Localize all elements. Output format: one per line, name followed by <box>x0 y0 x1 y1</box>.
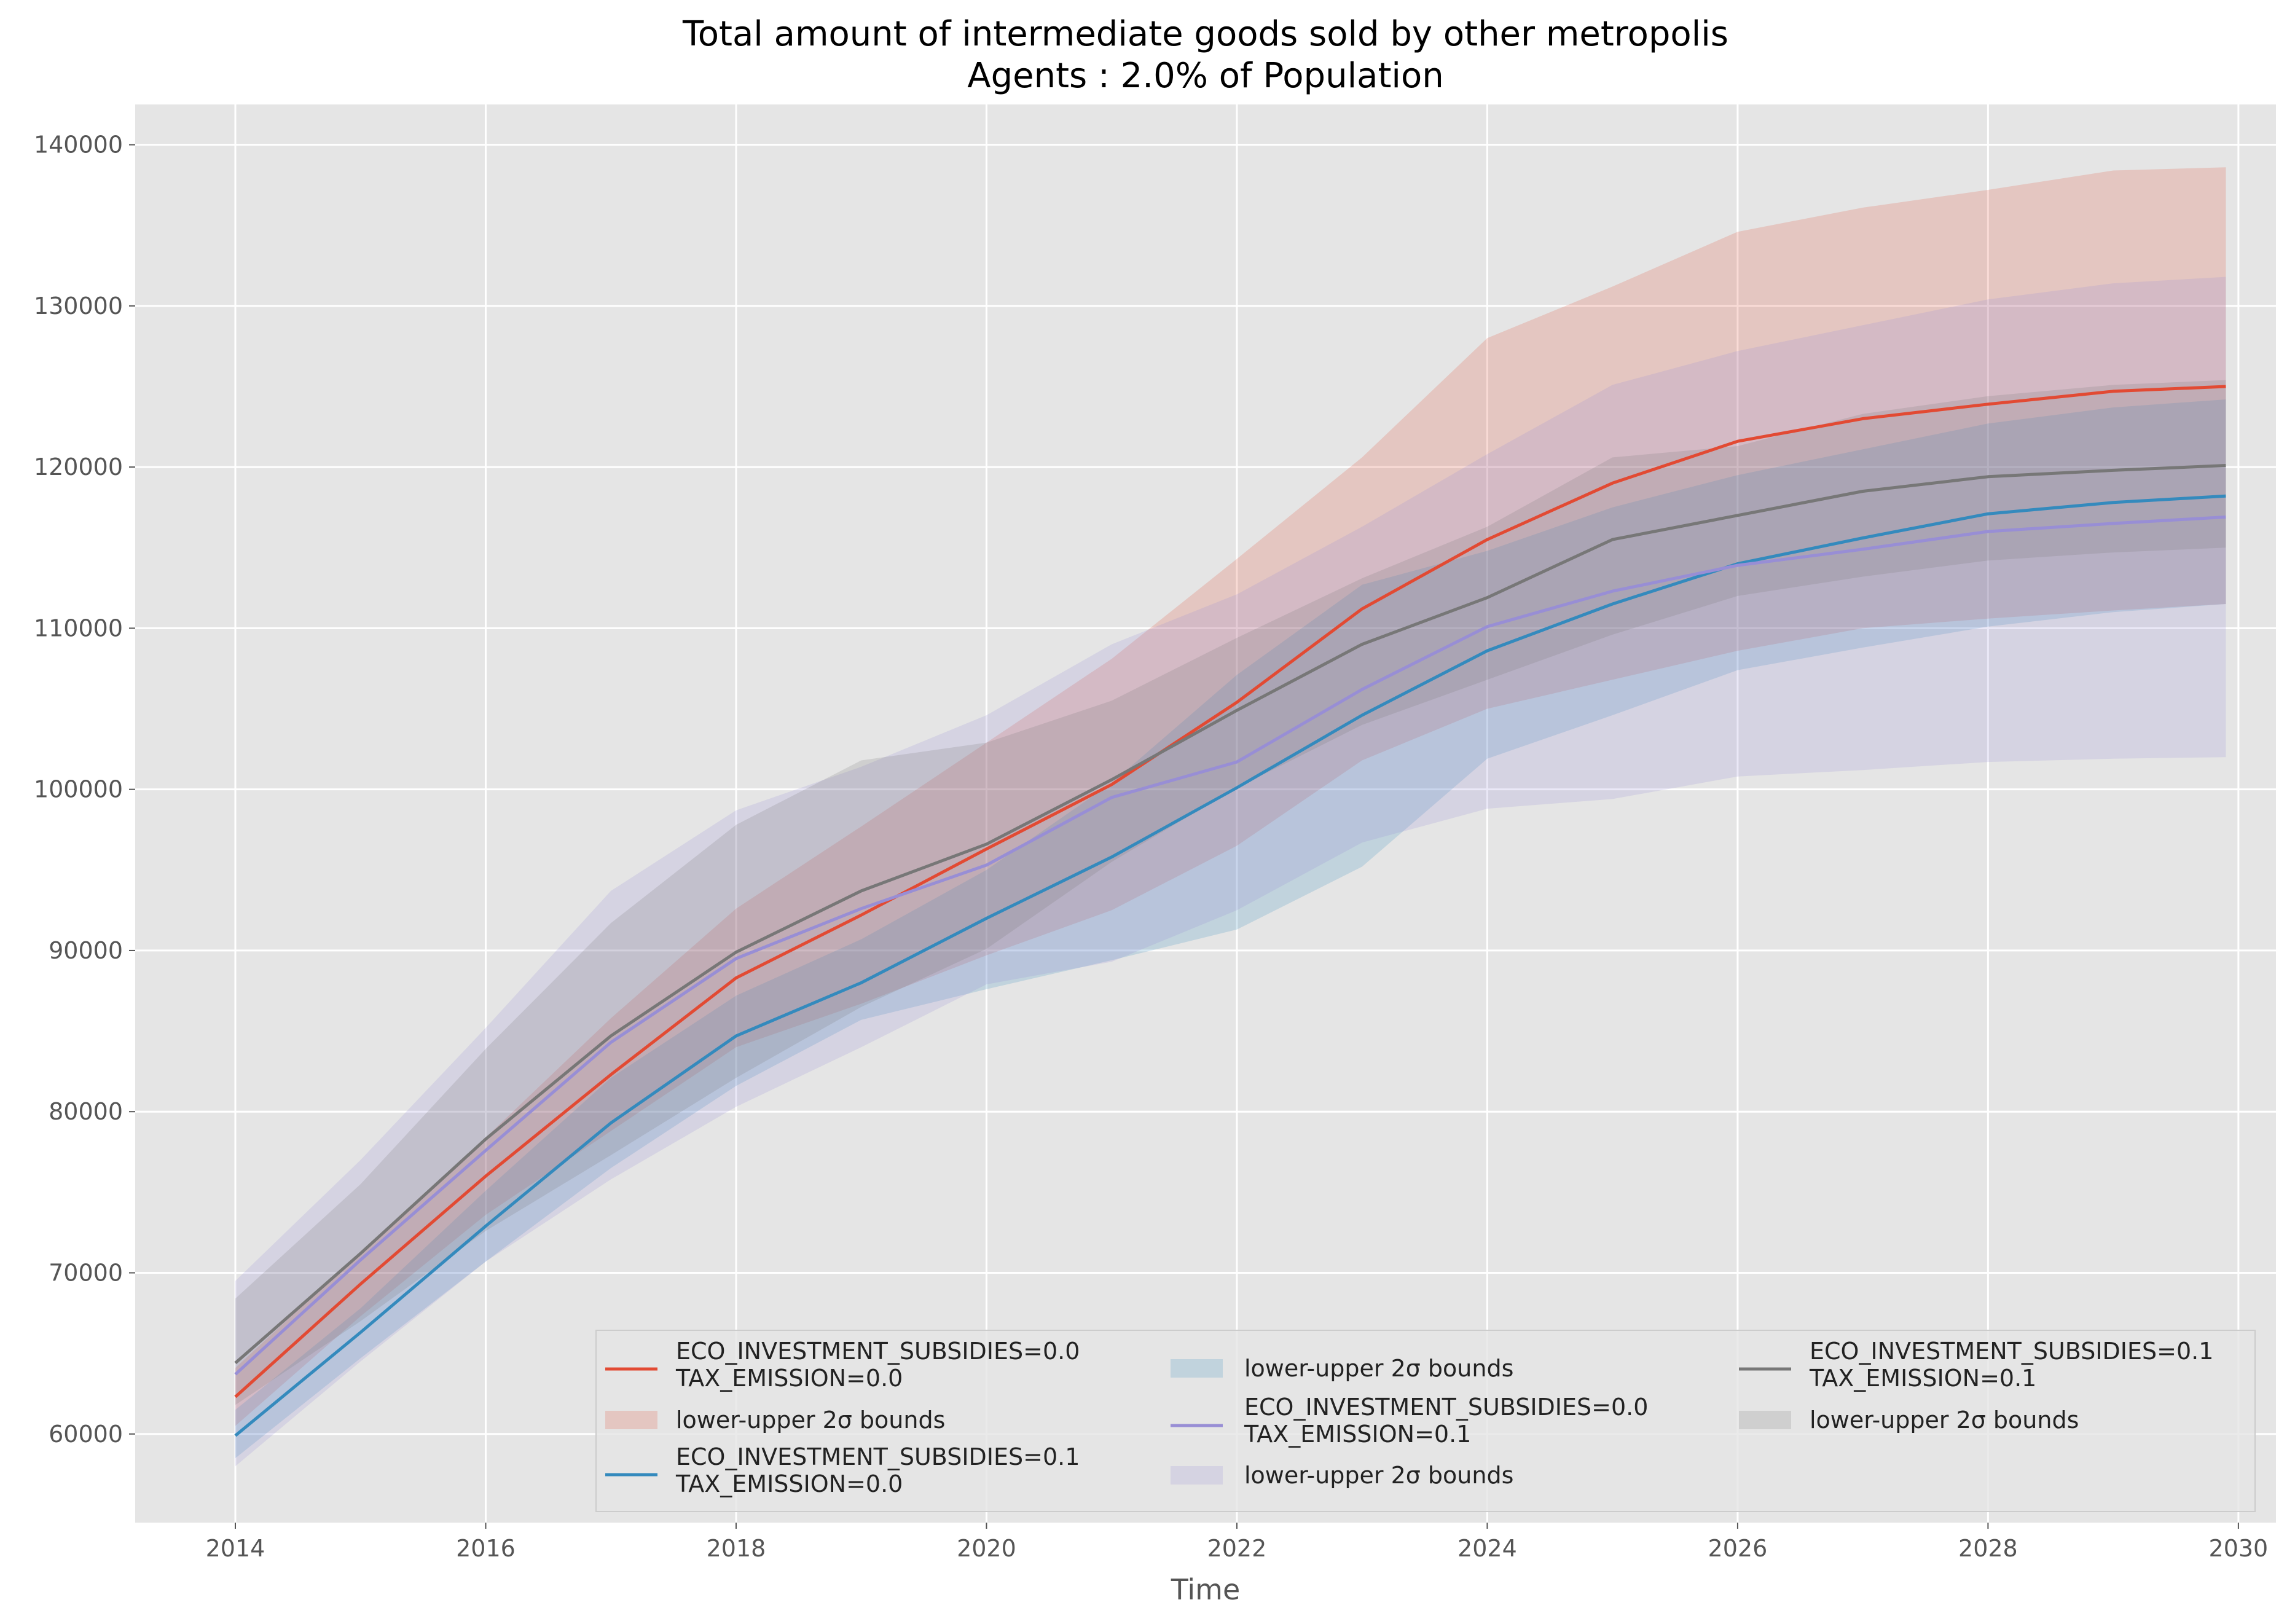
chart-subtitle: Agents : 2.0% of Population <box>967 56 1443 96</box>
chart-title: Total amount of intermediate goods sold … <box>682 14 1728 54</box>
line-series-3 <box>234 464 2226 1365</box>
x-tick-label: 2014 <box>206 1535 265 1562</box>
legend-band-label-2: lower-upper 2σ bounds <box>1244 1462 1513 1489</box>
legend-band-2 <box>1171 1466 1223 1485</box>
legend-band-3 <box>1739 1411 1791 1429</box>
x-tick-label: 2026 <box>1708 1535 1768 1562</box>
y-tick-label: 130000 <box>34 292 123 320</box>
x-axis-ticks: 2014 2016 2018 2020 2022 2024 2026 2028 2030 <box>206 1523 2269 1562</box>
band-series-2 <box>235 277 2226 1467</box>
uncertainty-bands <box>235 167 2226 1467</box>
legend-label-0b: TAX_EMISSION=0.0 <box>675 1365 903 1392</box>
legend-label-0: ECO_INVESTMENT_SUBSIDIES=0.0 <box>676 1338 1080 1365</box>
series-lines <box>234 385 2226 1437</box>
x-tick-label: 2018 <box>707 1535 766 1562</box>
x-tick-label: 2016 <box>456 1535 516 1562</box>
x-axis-label: Time <box>1171 1573 1241 1606</box>
legend-band-label-0: lower-upper 2σ bounds <box>676 1406 945 1434</box>
y-axis-ticks: 60000 70000 80000 90000 100000 110000 120000 13… <box>34 131 135 1448</box>
legend-band-0 <box>605 1411 657 1429</box>
band-series-1 <box>235 399 2226 1459</box>
line-series-2 <box>234 515 2226 1376</box>
y-tick-label: 110000 <box>34 614 123 641</box>
y-tick-label: 80000 <box>49 1098 123 1125</box>
y-tick-label: 70000 <box>49 1259 123 1286</box>
x-tick-label: 2024 <box>1457 1535 1517 1562</box>
legend-label-1b: TAX_EMISSION=0.0 <box>675 1470 903 1497</box>
legend-label-3b: TAX_EMISSION=0.1 <box>1809 1365 2036 1392</box>
legend-label-1: ECO_INVESTMENT_SUBSIDIES=0.1 <box>676 1443 1080 1470</box>
x-tick-label: 2022 <box>1207 1535 1267 1562</box>
y-tick-label: 90000 <box>49 937 123 964</box>
legend-frame <box>595 1330 2256 1512</box>
band-series-3 <box>235 380 2226 1405</box>
line-series-1 <box>234 494 2226 1437</box>
x-tick-label: 2030 <box>2209 1535 2269 1562</box>
y-tick-label: 100000 <box>34 776 123 803</box>
legend: ECO_INVESTMENT_SUBSIDIES=0.0 TAX_EMISSIO… <box>595 1330 2256 1512</box>
line-series-0 <box>234 385 2226 1398</box>
legend-band-label-3: lower-upper 2σ bounds <box>1810 1406 2079 1434</box>
band-series-0 <box>235 167 2226 1426</box>
legend-band-label-1: lower-upper 2σ bounds <box>1244 1355 1513 1382</box>
legend-label-3: ECO_INVESTMENT_SUBSIDIES=0.1 <box>1810 1338 2213 1365</box>
legend-band-1 <box>1171 1359 1223 1378</box>
y-tick-label: 60000 <box>49 1421 123 1448</box>
y-tick-label: 140000 <box>34 131 123 159</box>
x-tick-label: 2028 <box>1958 1535 2018 1562</box>
legend-label-2: ECO_INVESTMENT_SUBSIDIES=0.0 <box>1244 1394 1648 1421</box>
x-tick-label: 2020 <box>957 1535 1016 1562</box>
plot-area <box>135 104 2276 1523</box>
y-tick-label: 120000 <box>34 453 123 481</box>
legend-label-2b: TAX_EMISSION=0.1 <box>1244 1421 1471 1448</box>
